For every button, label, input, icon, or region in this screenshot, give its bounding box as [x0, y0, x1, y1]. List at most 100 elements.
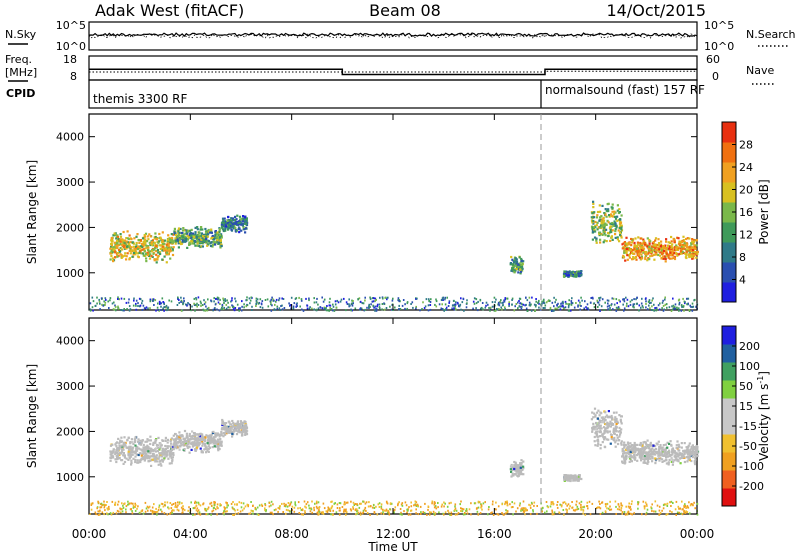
velocity-echo-point — [691, 456, 694, 459]
velocity-echo-point — [586, 501, 589, 504]
velocity-echo-point — [130, 438, 133, 441]
power-echo-point — [602, 216, 605, 219]
power-echo-point — [368, 303, 370, 306]
power-echo-point — [161, 245, 164, 248]
velocity-echo-point — [693, 451, 696, 454]
velocity-echo-point — [155, 460, 159, 463]
velocity-echo-point — [635, 454, 638, 457]
velocity-echo-point — [226, 506, 228, 509]
power-echo-point — [141, 299, 144, 302]
power-echo-point — [349, 304, 351, 307]
velocity-echo-point — [407, 508, 409, 511]
velocity-echo-point — [640, 459, 643, 462]
power-echo-point — [665, 251, 668, 254]
power-echo-point — [204, 309, 207, 312]
power-echo-point — [684, 301, 686, 304]
power-echo-point — [149, 243, 152, 247]
velocity-echo-point — [622, 452, 625, 455]
power-echo-point — [690, 253, 693, 256]
velocity-echo-point — [479, 512, 482, 515]
power-echo-point — [448, 300, 451, 303]
power-echo-point — [110, 249, 113, 252]
velocity-echo-point — [294, 501, 296, 504]
power-echo-point — [513, 269, 516, 272]
velocity-echo-point — [656, 450, 659, 453]
power-echo-point — [603, 226, 606, 229]
power-echo-point — [663, 255, 666, 258]
velocity-echo-point — [302, 513, 304, 516]
velocity-echo-point — [641, 446, 645, 449]
power-echo-point — [241, 220, 245, 223]
velocity-echo-point — [385, 509, 387, 512]
velocity-echo-point — [513, 467, 516, 471]
power-echo-point — [538, 306, 540, 309]
power-echo-point — [242, 217, 245, 221]
velocity-echo-point — [522, 507, 525, 510]
velocity-echo-point — [232, 513, 234, 516]
power-echo-point — [531, 296, 533, 299]
power-echo-point — [142, 304, 145, 307]
velocity-echo-point — [154, 455, 157, 458]
power-echo-point — [404, 307, 406, 310]
power-y-label: 1000 — [56, 267, 84, 280]
power-echo-point — [500, 299, 502, 302]
velocity-echo-point — [175, 447, 178, 450]
velocity-echo-point — [616, 436, 619, 439]
power-echo-point — [369, 297, 372, 300]
power-echo-point — [363, 309, 366, 312]
velocity-echo-point — [352, 506, 354, 509]
power-echo-point — [585, 306, 587, 309]
velocity-echo-point — [667, 452, 671, 455]
velocity-echo-point — [629, 508, 632, 511]
power-echo-point — [210, 228, 213, 231]
velocity-echo-point — [431, 500, 434, 503]
power-echo-point — [370, 303, 372, 306]
velocity-echo-point — [140, 449, 143, 452]
velocity-echo-point — [194, 434, 197, 437]
power-echo-point — [243, 306, 245, 309]
velocity-echo-point — [147, 439, 150, 442]
velocity-echo-point — [195, 446, 199, 449]
velocity-echo-point — [519, 502, 521, 505]
velocity-echo-point — [142, 446, 145, 449]
velocity-echo-point — [636, 459, 639, 462]
velocity-echo-point — [225, 422, 228, 425]
power-colorbar-swatch — [722, 222, 736, 243]
power-echo-point — [641, 250, 644, 253]
velocity-echo-point — [200, 450, 203, 453]
power-echo-point — [625, 305, 628, 308]
power-echo-point — [662, 249, 666, 252]
power-echo-point — [156, 238, 159, 241]
velocity-echo-point — [520, 462, 523, 465]
velocity-echo-point — [239, 420, 242, 423]
power-echo-point — [143, 234, 146, 237]
velocity-echo-point — [688, 452, 691, 455]
velocity-echo-point — [604, 446, 607, 449]
power-echo-point — [238, 307, 240, 310]
velocity-echo-point — [633, 457, 636, 460]
velocity-echo-point — [644, 447, 647, 450]
power-echo-point — [264, 299, 267, 301]
power-echo-point — [608, 304, 610, 307]
power-echo-point — [275, 300, 277, 303]
power-echo-point — [351, 299, 353, 302]
velocity-echo-point — [160, 455, 164, 458]
velocity-echo-point — [614, 445, 617, 448]
power-echo-point — [94, 304, 97, 307]
power-echo-point — [315, 308, 318, 311]
velocity-echo-point — [574, 509, 576, 512]
velocity-echo-point — [139, 443, 143, 446]
power-echo-point — [676, 307, 678, 310]
power-echo-point — [509, 262, 512, 265]
power-echo-point — [137, 252, 140, 255]
velocity-echo-point — [236, 421, 239, 424]
velocity-echo-point — [221, 418, 224, 422]
velocity-echo-point — [651, 447, 654, 450]
velocity-echo-point — [581, 506, 584, 509]
velocity-echo-point — [637, 502, 639, 505]
power-echo-point — [641, 245, 644, 249]
velocity-echo-point — [172, 438, 176, 441]
power-echo-point — [148, 250, 151, 253]
velocity-echo-point — [236, 426, 240, 429]
power-echo-point — [225, 224, 228, 227]
